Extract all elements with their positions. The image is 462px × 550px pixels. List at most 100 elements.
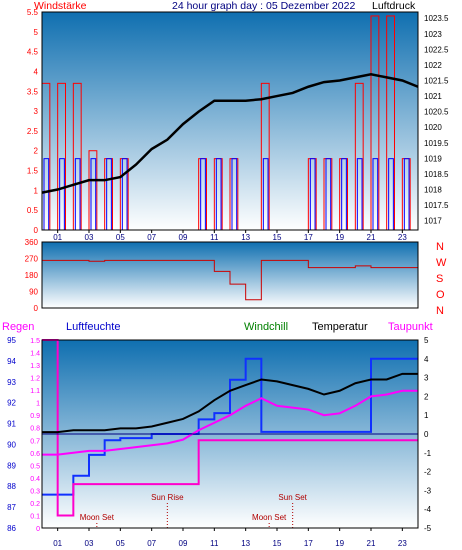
- temp-axis-tick-label: 0: [424, 430, 429, 439]
- temp-axis-tick-label: -3: [424, 486, 432, 495]
- direction-axis-tick-label: 180: [25, 271, 39, 280]
- feuchte-axis-tick-label: 86: [7, 524, 16, 533]
- x-tick-label-p1: 19: [335, 233, 344, 242]
- feuchte-axis-tick-label: 88: [7, 482, 16, 491]
- x-tick-label-p3: 03: [85, 539, 94, 548]
- panel-frame: [41, 11, 419, 231]
- right-axis-tick-label: 1018.5: [424, 170, 449, 179]
- event-label: Sun Rise: [151, 493, 184, 502]
- regen-axis-tick-label: 0.4: [30, 476, 40, 483]
- right-axis-tick-label: 1021.5: [424, 77, 449, 86]
- right-axis-tick-label: 1017.5: [424, 201, 449, 210]
- temp-axis-tick-label: -2: [424, 468, 432, 477]
- x-tick-label-p3: 23: [398, 539, 407, 548]
- regen-axis-tick-label: 1.1: [30, 388, 40, 395]
- taupunkt-line: [42, 389, 418, 456]
- left-axis-tick-label: 4: [34, 67, 39, 76]
- left-axis-tick-label: 1.5: [27, 167, 39, 176]
- x-tick-label-p1: 01: [53, 233, 62, 242]
- event-label: Moon Set: [252, 513, 287, 522]
- legend-luftfeuchte: Luftfeuchte: [66, 321, 120, 333]
- x-tick-label-p1: 17: [304, 233, 313, 242]
- left-axis-tick-label: 0: [34, 226, 39, 235]
- right-axis-tick-label: 1018: [424, 186, 442, 195]
- x-tick-label-p1: 11: [210, 233, 219, 242]
- feuchte-axis-tick-label: 90: [7, 440, 16, 449]
- direction-axis-tick-label: 360: [25, 238, 39, 247]
- right-axis-tick-label: 1022.5: [424, 45, 449, 54]
- x-tick-label-p3: 11: [210, 539, 219, 548]
- regen-axis-tick-label: 0.3: [30, 488, 40, 495]
- regen-axis-tick-label: 0.5: [30, 463, 40, 470]
- panel-frame: [41, 241, 419, 309]
- pressure-line: [41, 73, 419, 194]
- regen-axis-tick-label: 0.9: [30, 413, 40, 420]
- luftfeuchte-line: [42, 357, 418, 496]
- regen-axis-tick-label: 1.2: [30, 376, 40, 383]
- x-tick-label-p3: 21: [367, 539, 376, 548]
- x-tick-label-p3: 15: [273, 539, 282, 548]
- temp-axis-tick-label: 3: [424, 374, 429, 383]
- feuchte-axis-tick-label: 87: [7, 503, 16, 512]
- temperatur-line: [42, 372, 418, 434]
- left-axis-tick-label: 4.5: [27, 48, 39, 57]
- left-axis-tick-label: 3: [34, 107, 39, 116]
- x-tick-label-p3: 19: [335, 539, 344, 548]
- x-tick-label-p1: 07: [147, 233, 156, 242]
- x-tick-label-p1: 13: [241, 233, 250, 242]
- x-tick-label-p1: 05: [116, 233, 125, 242]
- left-axis-tick-label: 2.5: [27, 127, 39, 136]
- x-tick-label-p1: 15: [273, 233, 282, 242]
- right-axis-tick-label: 1021: [424, 92, 442, 101]
- regen-axis-tick-label: 0.8: [30, 426, 40, 433]
- legend-regen: Regen: [2, 321, 34, 333]
- temp-axis-tick-label: -5: [424, 524, 432, 533]
- compass-label: O: [436, 289, 445, 301]
- wind-direction-line: [42, 259, 418, 301]
- feuchte-axis-tick-label: 91: [7, 420, 16, 429]
- compass-label: N: [436, 305, 444, 317]
- regen-axis-tick-label: 1.4: [30, 351, 40, 358]
- regen-axis-tick-label: 1.5: [30, 338, 40, 345]
- right-axis-tick-label: 1023.5: [424, 14, 449, 23]
- x-tick-label-p1: 23: [398, 233, 407, 242]
- right-axis-tick-label: 1020.5: [424, 108, 449, 117]
- regen-axis-tick-label: 1: [36, 401, 40, 408]
- right-axis-tick-label: 1023: [424, 30, 442, 39]
- feuchte-axis-tick-label: 94: [7, 357, 16, 366]
- direction-axis-tick-label: 90: [29, 288, 38, 297]
- feuchte-axis-tick-label: 95: [7, 336, 16, 345]
- right-axis-tick-label: 1020: [424, 123, 442, 132]
- left-axis-tick-label: 3.5: [27, 87, 39, 96]
- left-axis-tick-label: 5.5: [27, 8, 39, 17]
- temp-axis-tick-label: 4: [424, 355, 429, 364]
- x-tick-label-p1: 21: [367, 233, 376, 242]
- regen-axis-tick-label: 0.6: [30, 451, 40, 458]
- x-tick-label-p3: 07: [147, 539, 156, 548]
- left-axis-tick-label: 1: [34, 186, 39, 195]
- regen-axis-tick-label: 0.7: [30, 438, 40, 445]
- compass-label: N: [436, 241, 444, 253]
- right-axis-tick-label: 1017: [424, 217, 442, 226]
- header-right-label: Luftdruck: [372, 0, 416, 12]
- temp-axis-tick-label: 1: [424, 411, 429, 420]
- header-left-label: Windstärke: [34, 0, 87, 12]
- legend-windchill: Windchill: [244, 321, 288, 333]
- header-center-title: 24 hour graph day : 05 Dezember 2022: [172, 0, 355, 12]
- right-axis-tick-label: 1022: [424, 61, 442, 70]
- x-tick-label-p3: 13: [241, 539, 250, 548]
- regen-axis-tick-label: 0.2: [30, 501, 40, 508]
- temp-axis-tick-label: 5: [424, 336, 429, 345]
- feuchte-axis-tick-label: 92: [7, 399, 16, 408]
- left-axis-tick-label: 5: [34, 28, 39, 37]
- feuchte-axis-tick-label: 89: [7, 461, 16, 470]
- regen-axis-tick-label: 1.3: [30, 363, 40, 370]
- direction-axis-tick-label: 0: [34, 304, 39, 313]
- event-label: Moon Set: [80, 513, 115, 522]
- right-axis-tick-label: 1019: [424, 154, 442, 163]
- x-tick-label-p3: 09: [179, 539, 188, 548]
- regen-axis-tick-label: 0.1: [30, 513, 40, 520]
- left-axis-tick-label: 0.5: [27, 206, 39, 215]
- legend-temperatur: Temperatur: [312, 321, 368, 333]
